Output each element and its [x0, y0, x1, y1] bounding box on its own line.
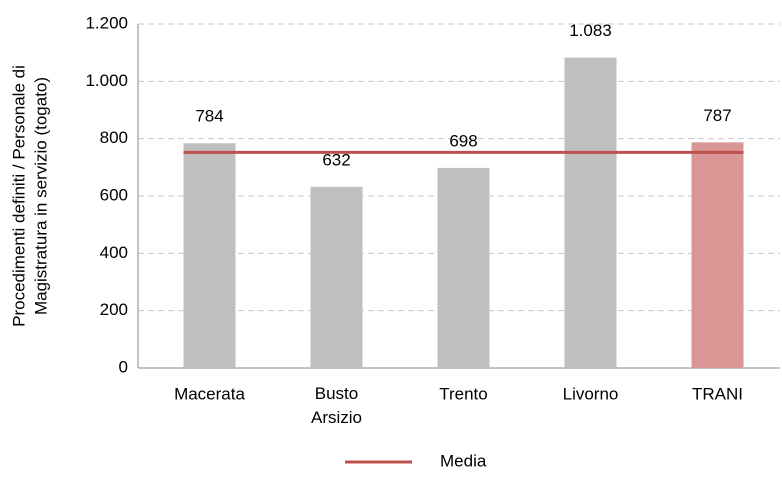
x-tick-label: Busto Arsizio — [311, 384, 362, 427]
y-tick-label: 0 — [119, 357, 128, 376]
x-tick-label: TRANI — [692, 384, 743, 403]
x-tick-label: Macerata — [174, 384, 245, 403]
x-tick-label: Livorno — [563, 384, 619, 403]
bar — [564, 57, 617, 368]
bar — [183, 143, 236, 368]
data-label: 787 — [703, 106, 731, 125]
y-axis-label: Magistratura in servizio (togato) — [31, 77, 50, 315]
y-axis-label: Procedimenti definiti / Personale di — [9, 65, 28, 327]
bar — [691, 142, 744, 368]
bar — [310, 186, 363, 368]
data-label: 632 — [322, 150, 350, 169]
y-tick-label: 1.000 — [85, 71, 128, 90]
data-label: 784 — [195, 107, 223, 126]
x-tick-label: Trento — [439, 384, 488, 403]
data-label: 1.083 — [569, 21, 612, 40]
y-tick-label: 200 — [100, 300, 128, 319]
y-tick-label: 1.200 — [85, 13, 128, 32]
y-tick-label: 800 — [100, 128, 128, 147]
bar — [437, 167, 490, 368]
y-tick-label: 400 — [100, 243, 128, 262]
legend-label: Media — [440, 451, 487, 470]
y-tick-label: 600 — [100, 185, 128, 204]
data-label: 698 — [449, 131, 477, 150]
